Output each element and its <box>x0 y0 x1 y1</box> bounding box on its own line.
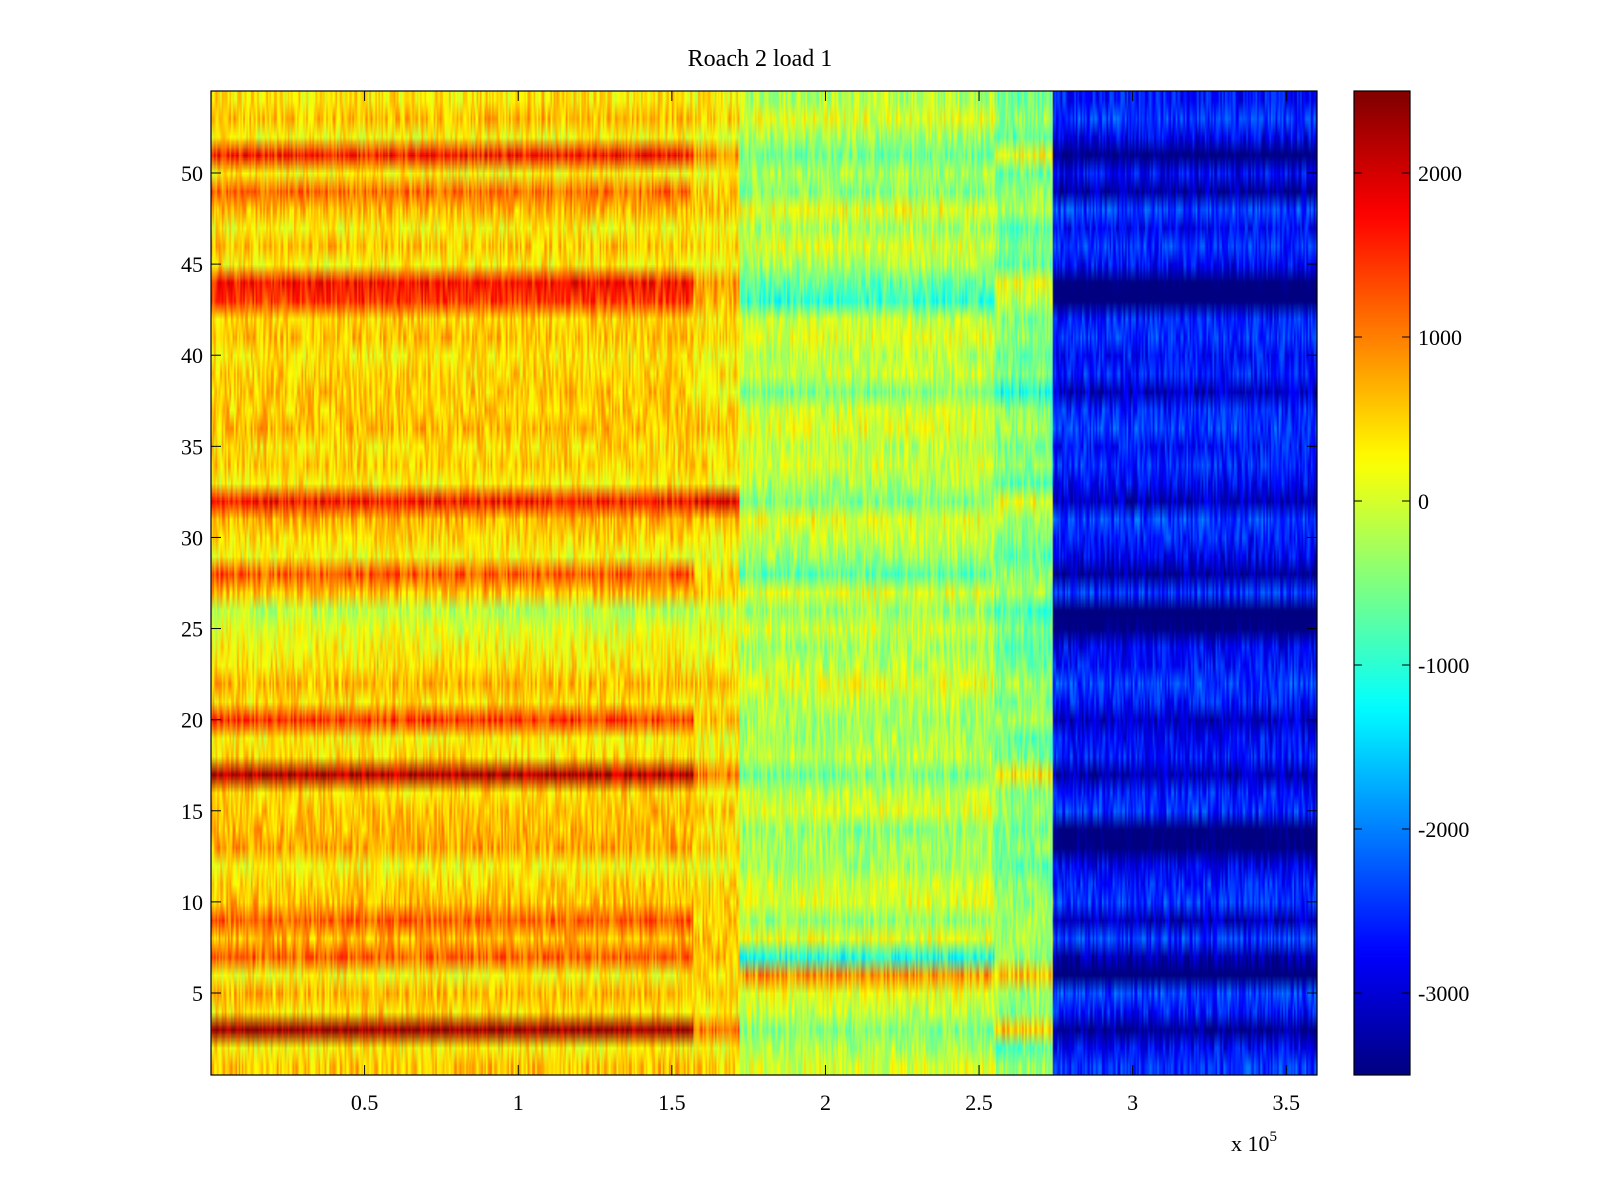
colorbar-tick-label: 1000 <box>1418 325 1462 350</box>
x-multiplier-label: x 105 <box>1231 1129 1277 1156</box>
colorbar-tick-label: -3000 <box>1418 981 1469 1006</box>
x-tick-label: 1 <box>513 1090 524 1115</box>
y-axis: 5 10 15 20 25 30 35 40 45 50 <box>181 161 1317 1006</box>
plot-area-frame <box>210 90 1318 1076</box>
y-tick-label: 25 <box>181 617 203 642</box>
y-tick-label: 35 <box>181 434 203 459</box>
y-tick-label: 10 <box>181 890 203 915</box>
y-tick-label: 50 <box>181 161 203 186</box>
colorbar-tick-label: -1000 <box>1418 653 1469 678</box>
colorbar-tick-label: 0 <box>1418 489 1429 514</box>
x-tick-label: 3 <box>1127 1090 1138 1115</box>
y-tick-label: 20 <box>181 708 203 733</box>
y-tick-label: 15 <box>181 799 203 824</box>
chart-title: Roach 2 load 1 <box>688 46 833 72</box>
heatmap-image <box>211 91 1317 1075</box>
colorbar-axis: 2000 1000 0 -1000 -2000 -3000 <box>1354 161 1469 1006</box>
x-tick-label: 0.5 <box>351 1090 379 1115</box>
y-tick-label: 30 <box>181 525 203 550</box>
x-tick-label: 2 <box>820 1090 831 1115</box>
x-axis: 0.5 1 1.5 2 2.5 3 3.5 <box>351 91 1300 1115</box>
y-tick-label: 40 <box>181 343 203 368</box>
x-multiplier-exponent: 5 <box>1270 1129 1278 1145</box>
colorbar-tick-label: 2000 <box>1418 161 1462 186</box>
colorbar-tick-label: -2000 <box>1418 817 1469 842</box>
colorbar <box>1354 91 1410 1075</box>
x-tick-label: 2.5 <box>965 1090 993 1115</box>
x-tick-label: 3.5 <box>1273 1090 1301 1115</box>
y-tick-label: 45 <box>181 252 203 277</box>
colorbar-frame <box>1353 90 1411 1076</box>
x-tick-label: 1.5 <box>658 1090 686 1115</box>
y-tick-label: 5 <box>192 981 203 1006</box>
